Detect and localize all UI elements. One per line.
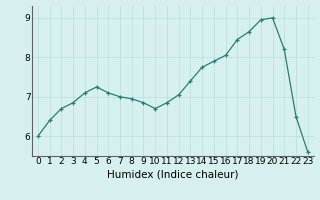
- X-axis label: Humidex (Indice chaleur): Humidex (Indice chaleur): [107, 169, 238, 179]
